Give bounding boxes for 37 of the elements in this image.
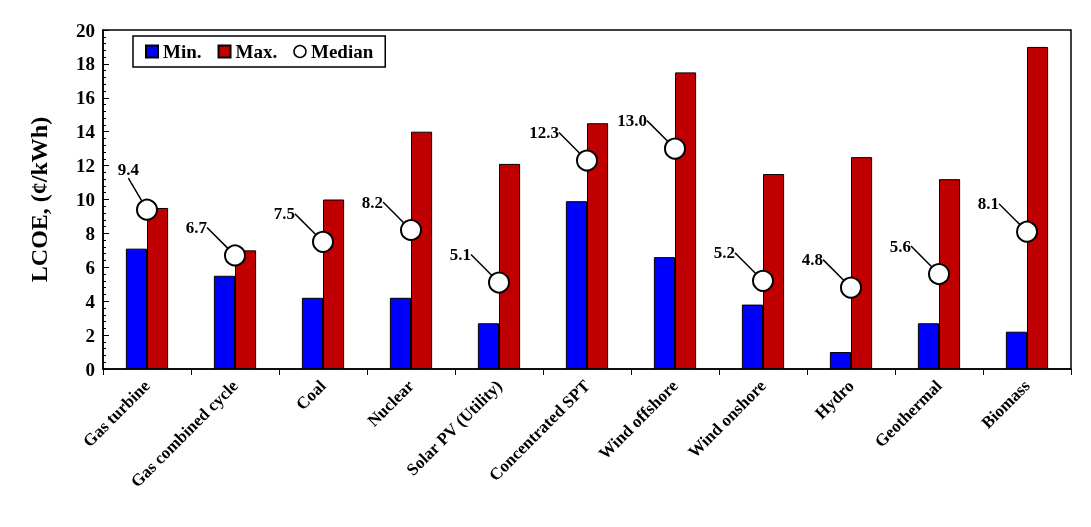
legend-label: Median bbox=[310, 41, 374, 62]
y-tick-label: 6 bbox=[85, 256, 95, 278]
legend-label: Min. bbox=[163, 41, 202, 62]
point bbox=[576, 149, 598, 172]
point bbox=[928, 263, 950, 286]
point bbox=[488, 271, 510, 294]
data-label: 4.8 bbox=[801, 250, 823, 270]
y-tick-label: 2 bbox=[85, 324, 95, 346]
data-label: 8.1 bbox=[977, 194, 999, 214]
point bbox=[664, 137, 686, 160]
data-label: 9.4 bbox=[117, 160, 140, 180]
data-label: 5.1 bbox=[449, 245, 471, 265]
data-label: 12.3 bbox=[529, 123, 559, 143]
y-tick-label: 14 bbox=[76, 121, 96, 143]
point bbox=[752, 269, 774, 292]
y-tick-label: 4 bbox=[85, 290, 96, 312]
y-tick-label: 0 bbox=[85, 358, 95, 380]
point bbox=[224, 244, 246, 267]
data-label: 7.5 bbox=[273, 204, 295, 224]
data-label: 8.2 bbox=[361, 192, 383, 212]
y-tick-label: 18 bbox=[76, 53, 95, 75]
y-tick-label: 10 bbox=[76, 189, 95, 210]
point bbox=[400, 219, 422, 241]
data-label: 13.0 bbox=[617, 111, 647, 131]
data-label: 5.6 bbox=[889, 236, 911, 256]
legend-label: Max. bbox=[235, 41, 278, 62]
data-label: 6.7 bbox=[185, 217, 208, 237]
point bbox=[136, 198, 158, 221]
y-tick-label: 8 bbox=[85, 222, 95, 244]
data-label: 5.2 bbox=[713, 243, 735, 263]
y-tick-label: 12 bbox=[76, 155, 95, 177]
y-tick-label: 16 bbox=[76, 87, 95, 109]
y-axis-title: LCOE, (¢/kWh) bbox=[26, 116, 52, 283]
y-tick-label: 20 bbox=[76, 19, 95, 41]
point bbox=[840, 276, 862, 299]
point bbox=[1016, 220, 1038, 243]
point bbox=[312, 230, 334, 253]
